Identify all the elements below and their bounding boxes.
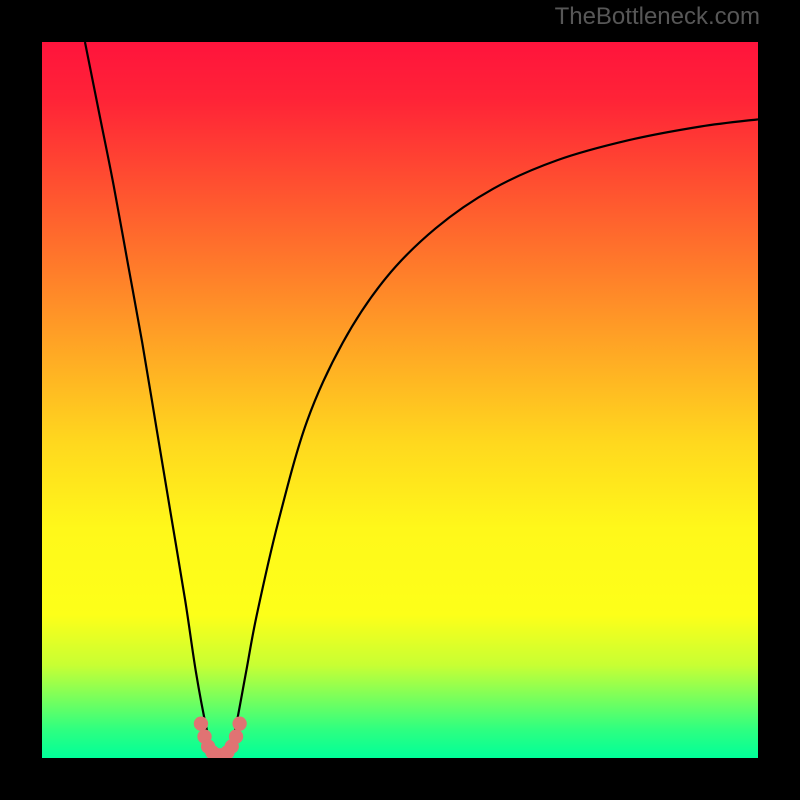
cusp-dot [229,729,243,743]
watermark-text: TheBottleneck.com [555,3,760,31]
left-curve [85,42,212,749]
cusp-dot [194,716,208,730]
plot-area [42,42,758,758]
chart-canvas: TheBottleneck.com [0,0,800,800]
cusp-marker-group [194,716,247,758]
curve-layer [42,42,758,758]
cusp-dot [232,716,246,730]
right-curve [230,119,758,749]
